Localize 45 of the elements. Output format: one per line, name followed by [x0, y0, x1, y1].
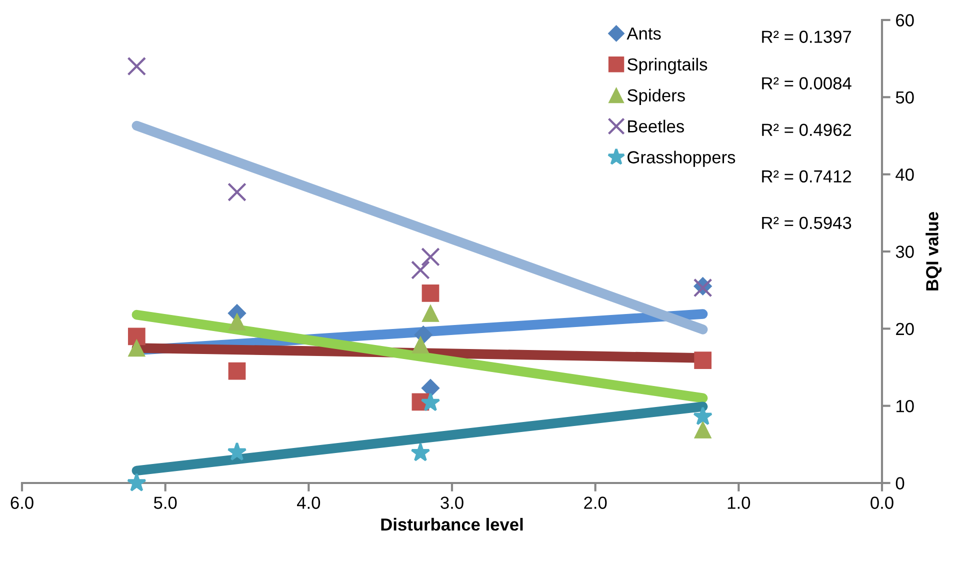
x-tick-label: 2.0 — [584, 496, 607, 509]
x-tick-label: 5.0 — [154, 496, 177, 509]
point — [411, 260, 430, 280]
annotation: R² = 0.4962 — [762, 124, 852, 136]
point — [422, 284, 440, 302]
point — [228, 182, 246, 202]
point — [227, 442, 247, 461]
y-tick-label: 10 — [896, 400, 914, 412]
point — [410, 442, 430, 462]
point — [127, 56, 146, 76]
point — [421, 247, 440, 266]
y-tick-label: 40 — [896, 168, 914, 181]
point — [228, 362, 246, 380]
x-tick-label: 1.0 — [728, 496, 750, 509]
legend-label: Grasshoppers — [628, 150, 736, 167]
point — [128, 328, 146, 346]
point — [694, 352, 712, 369]
legend-label: Beetles — [628, 120, 684, 133]
x-tick-label: 6.0 — [10, 496, 34, 509]
point — [420, 392, 440, 412]
point — [421, 378, 440, 398]
y-axis-title: BQI value — [926, 212, 942, 290]
annotation: R² = 0.5943 — [762, 216, 852, 230]
point — [694, 421, 712, 438]
x-tick-label: 3.0 — [440, 496, 464, 509]
legend-label: Ants — [626, 28, 661, 40]
y-tick-label: 20 — [896, 322, 914, 336]
y-tick-label: 30 — [896, 246, 914, 258]
annotation: R² = 0.0084 — [762, 77, 852, 90]
point — [128, 339, 146, 357]
point — [693, 406, 713, 426]
y-tick-label: 50 — [896, 91, 914, 104]
x-tick-label: 4.0 — [297, 496, 320, 509]
y-tick-label: 0 — [896, 477, 904, 490]
legend-label: Spiders — [627, 88, 685, 106]
point — [422, 304, 440, 322]
annotation: R² = 0.1397 — [762, 30, 852, 43]
annotation: R² = 0.7412 — [762, 170, 852, 183]
x-axis-title: Disturbance level — [381, 518, 523, 531]
y-tick-label: 60 — [896, 14, 914, 26]
legend-label: Springtails — [627, 58, 708, 74]
point — [126, 472, 146, 492]
point — [228, 313, 246, 330]
point — [412, 336, 430, 354]
x-tick-label: 0.0 — [870, 496, 894, 509]
